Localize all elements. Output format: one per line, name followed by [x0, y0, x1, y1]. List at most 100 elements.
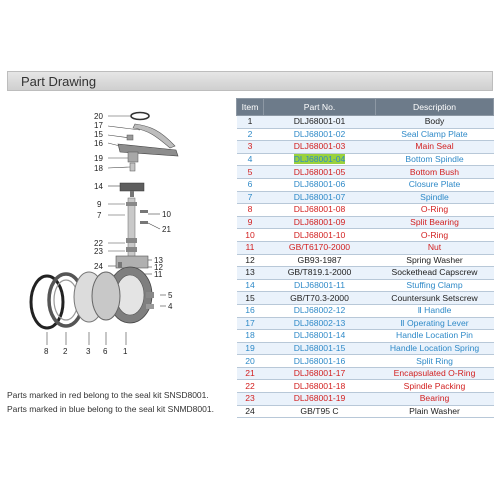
label-21: 21	[162, 225, 171, 234]
label-13: 13	[154, 256, 163, 265]
label-24: 24	[94, 262, 103, 271]
note-red-seal-kit: Parts marked in red belong to the seal k…	[7, 390, 209, 400]
label-19: 19	[94, 154, 103, 163]
part-no-cell: DLJ68001-17	[263, 367, 376, 381]
description-cell: Ⅱ Operating Lever	[375, 317, 494, 331]
label-15: 15	[94, 130, 103, 139]
label-9: 9	[97, 200, 102, 209]
item-cell: 16	[236, 304, 264, 318]
item-cell: 23	[236, 392, 264, 406]
label-23: 23	[94, 247, 103, 256]
table-row: 16 DLJ68002-12 Ⅱ Handle	[236, 304, 494, 318]
label-17: 17	[94, 121, 103, 130]
part-no-cell: DLJ68001-05	[263, 165, 376, 179]
parts-table: Item Part No. Description 1 DLJ68001-01 Bo…	[236, 98, 494, 419]
label-20: 20	[94, 112, 103, 121]
table-row: 4 DLJ68001-04 Bottom Spindle	[236, 153, 494, 167]
label-14: 14	[94, 182, 103, 191]
item-cell: 22	[236, 379, 264, 394]
item-cell: 2	[236, 128, 264, 142]
description-cell: Plain Washer	[375, 405, 494, 419]
item-cell: 21	[236, 367, 264, 381]
item-cell: 7	[236, 191, 264, 205]
table-row: 2 DLJ68001-02 Seal Clamp Plate	[236, 128, 494, 142]
table-row: 11 GB/T6170-2000 Nut	[236, 241, 494, 255]
part-no-cell: GB/T819.1-2000	[263, 266, 376, 280]
item-cell: 1	[236, 115, 264, 129]
table-row: 24 GB/T95 C Plain Washer	[236, 405, 494, 419]
table-row: 1 DLJ68001-01 Body	[236, 115, 494, 129]
label-3: 3	[86, 347, 91, 356]
item-cell: 3	[236, 140, 264, 154]
item-cell: 8	[236, 203, 264, 217]
label-4: 4	[168, 302, 173, 311]
description-cell: Spindle	[375, 191, 494, 205]
label-8: 8	[44, 347, 49, 356]
part-no-cell: DLJ68001-18	[263, 379, 376, 394]
table-row: 15 GB/T70.3-2000 Countersunk Setscrew	[236, 291, 494, 305]
item-cell: 5	[236, 165, 264, 179]
description-cell: Bottom Bush	[375, 165, 494, 179]
exploded-valve-drawing: 20 17 15 16 19 18 14 9 7 10 21 22 23 24 …	[29, 111, 179, 356]
item-cell: 11	[236, 241, 264, 255]
description-cell: Spring Washer	[375, 254, 494, 268]
table-row: 3 DLJ68001-03 Main Seal	[236, 140, 494, 154]
description-cell: O-Ring	[375, 203, 494, 217]
item-cell: 12	[236, 254, 264, 268]
description-cell: Encapsulated O-Ring	[375, 367, 494, 381]
table-row: 19 DLJ68001-15 Handle Location Spring	[236, 342, 494, 356]
description-cell: Closure Plate	[375, 178, 494, 192]
table-row: 13 GB/T819.1-2000 Sockethead Capscrew	[236, 266, 494, 280]
item-cell: 10	[236, 228, 264, 242]
part-no-cell: DLJ68001-08	[263, 203, 376, 217]
table-row: 9 DLJ68001-09 Split Bearing	[236, 216, 494, 230]
part-no-cell: DLJ68001-09	[263, 216, 376, 230]
description-cell: Stuffing Clamp	[375, 279, 494, 293]
part-no-cell: DLJ68002-13	[263, 317, 376, 331]
label-5: 5	[168, 291, 173, 300]
table-row: 14 DLJ68001-11 Stuffing Clamp	[236, 279, 494, 293]
table-row: 12 GB93-1987 Spring Washer	[236, 254, 494, 268]
description-cell: Split Ring	[375, 354, 494, 368]
column-header-part-no: Part No.	[263, 98, 376, 116]
description-cell: Spindle Packing	[375, 379, 494, 394]
item-cell: 9	[236, 216, 264, 230]
part-no-cell: DLJ68001-16	[263, 354, 376, 368]
note-blue-seal-kit: Parts marked in blue belong to the seal …	[7, 404, 214, 414]
part-no-cell: DLJ68001-03	[263, 140, 376, 154]
table-row: 23 DLJ68001-19 Bearing	[236, 392, 494, 406]
parts-table-header: Item Part No. Description	[236, 98, 494, 116]
item-cell: 6	[236, 178, 264, 192]
description-cell: Bottom Spindle	[375, 153, 494, 167]
description-cell: Handle Location Pin	[375, 329, 494, 343]
part-no-cell: DLJ68001-11	[263, 279, 376, 293]
part-no-cell: DLJ68001-04	[263, 153, 376, 167]
description-cell: Ⅱ Handle	[375, 304, 494, 318]
table-row: 18 DLJ68001-14 Handle Location Pin	[236, 329, 494, 343]
table-row: 21 DLJ68001-17 Encapsulated O-Ring	[236, 367, 494, 381]
table-row: 7 DLJ68001-07 Spindle	[236, 191, 494, 205]
part-no-cell: DLJ68001-02	[263, 128, 376, 142]
part-no-cell: DLJ68001-19	[263, 392, 376, 406]
table-row: 8 DLJ68001-08 O-Ring	[236, 203, 494, 217]
part-no-cell: GB/T95 C	[263, 405, 376, 419]
section-header: Part Drawing	[7, 71, 493, 91]
label-10: 10	[162, 210, 171, 219]
part-no-cell: GB/T6170-2000	[263, 241, 376, 255]
label-11: 11	[154, 270, 163, 279]
section-title: Part Drawing	[21, 74, 97, 89]
item-cell: 15	[236, 291, 264, 305]
label-18: 18	[94, 164, 103, 173]
label-22: 22	[94, 239, 103, 248]
item-cell: 17	[236, 317, 264, 331]
label-7: 7	[97, 211, 102, 220]
description-cell: Main Seal	[375, 140, 494, 154]
part-no-cell: DLJ68001-01	[263, 115, 376, 129]
part-no-cell: DLJ68001-10	[263, 228, 376, 242]
description-cell: Sockethead Capscrew	[375, 266, 494, 280]
label-2: 2	[63, 347, 68, 356]
description-cell: Seal Clamp Plate	[375, 128, 494, 142]
part-no-cell: DLJ68002-12	[263, 304, 376, 318]
item-cell: 14	[236, 279, 264, 293]
item-cell: 4	[236, 153, 264, 167]
